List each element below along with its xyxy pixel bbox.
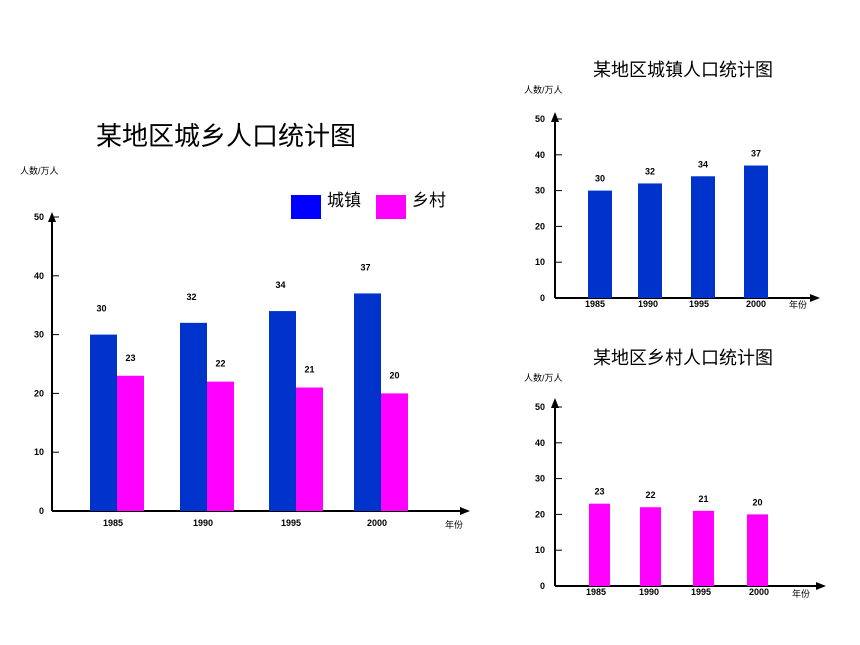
main-chart-title: 某地区城乡人口统计图 [96,122,357,152]
data-label: 20 [752,497,762,507]
legend-swatch [291,195,321,219]
x-axis-label: 年份 [792,588,810,599]
y-tick-label: 0 [39,506,44,516]
y-tick-label: 40 [535,438,545,448]
data-label: 21 [698,494,708,504]
y-tick-label: 20 [34,388,44,398]
x-axis-arrow [810,294,820,302]
y-tick-label: 20 [535,509,545,519]
y-tick-label: 40 [535,150,545,160]
bar [588,190,612,298]
y-tick-label: 30 [535,474,545,484]
bar [269,311,296,511]
data-label: 23 [125,353,135,363]
x-axis-arrow [816,582,826,590]
y-tick-label: 10 [535,545,545,555]
y-tick-label: 30 [34,330,44,340]
bar [381,393,408,511]
y-tick-label: 20 [535,221,545,231]
x-tick-label: 1985 [585,299,605,309]
data-label: 37 [751,149,761,159]
data-label: 22 [645,490,655,500]
x-tick-label: 2000 [749,587,769,597]
y-tick-label: 0 [540,581,545,591]
y-axis-unit-label: 人数/万人 [20,165,59,176]
y-tick-label: 50 [535,402,545,412]
legend-label: 城镇 [327,191,361,211]
x-tick-label: 1995 [691,587,711,597]
bar [693,510,714,586]
x-tick-label: 1995 [281,518,301,528]
bar [640,507,661,586]
y-axis-unit-label: 人数/万人 [524,372,563,383]
bar [638,183,662,298]
x-axis-arrow [460,507,470,515]
bar [744,165,768,298]
x-axis-label: 年份 [445,519,463,530]
bar [180,322,207,511]
y-tick-label: 50 [535,114,545,124]
y-axis-unit-label: 人数/万人 [524,84,563,95]
data-label: 32 [186,292,196,302]
rural-chart-title: 某地区乡村人口统计图 [593,348,773,369]
legend-swatch [376,195,406,219]
x-tick-label: 1990 [193,518,213,528]
data-label: 21 [304,365,314,375]
bar [747,514,768,586]
x-tick-label: 2000 [367,518,387,528]
data-label: 37 [360,262,370,272]
bar [589,503,610,586]
y-tick-label: 50 [34,212,44,222]
y-axis-arrow [551,398,559,408]
bar [207,381,234,511]
x-tick-label: 1985 [586,587,606,597]
data-label: 22 [215,359,225,369]
bar [117,375,144,511]
y-tick-label: 0 [540,293,545,303]
y-tick-label: 40 [34,271,44,281]
y-tick-label: 10 [34,447,44,457]
bar [691,176,715,298]
x-tick-label: 1990 [639,587,659,597]
bar [354,293,381,511]
x-axis-label: 年份 [789,299,807,310]
x-tick-label: 2000 [746,299,766,309]
x-tick-label: 1990 [638,299,658,309]
data-label: 30 [96,304,106,314]
data-label: 23 [594,487,604,497]
data-label: 20 [389,370,399,380]
data-label: 34 [698,159,708,169]
urban-chart-title: 某地区城镇人口统计图 [593,60,773,81]
y-tick-label: 10 [535,257,545,267]
x-tick-label: 1995 [689,299,709,309]
y-tick-label: 30 [535,186,545,196]
data-label: 34 [275,280,285,290]
data-label: 32 [645,166,655,176]
bar [90,334,117,511]
bar [296,387,323,511]
data-label: 30 [595,174,605,184]
x-tick-label: 1985 [103,518,123,528]
legend-label: 乡村 [412,191,446,211]
